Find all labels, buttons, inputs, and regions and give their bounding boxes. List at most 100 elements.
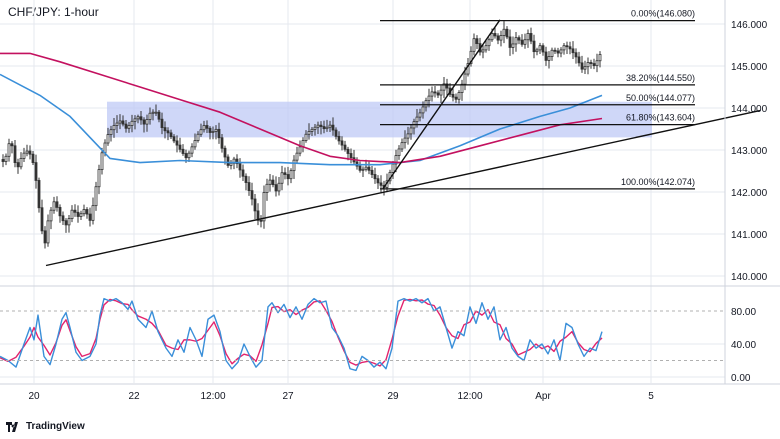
candle	[25, 144, 29, 157]
candle	[328, 120, 332, 132]
stoch-tick-label: 80.00	[731, 307, 756, 318]
candle	[274, 176, 278, 197]
candle	[409, 124, 413, 140]
candle	[595, 53, 599, 73]
candle	[508, 29, 512, 56]
candle	[226, 154, 230, 168]
candle	[142, 117, 146, 133]
candle	[532, 34, 536, 59]
candle	[322, 120, 326, 134]
candle	[202, 120, 206, 133]
candle	[526, 29, 530, 48]
candle	[265, 178, 269, 201]
time-tick-label: 12:00	[457, 391, 482, 402]
candle	[82, 204, 86, 217]
time-tick-label: 22	[128, 391, 140, 402]
candle	[121, 115, 125, 127]
candle	[172, 134, 176, 144]
candle	[271, 175, 275, 188]
candle	[298, 140, 302, 157]
candle	[400, 138, 404, 153]
candle	[247, 176, 251, 196]
candle	[37, 177, 41, 213]
fib-level-label: 61.80%(143.604)	[626, 113, 695, 123]
price-tick-label: 145.000	[731, 62, 768, 73]
time-tick-label: Apr	[535, 391, 551, 402]
candle	[418, 108, 422, 122]
candle	[553, 47, 557, 54]
candle	[91, 197, 95, 225]
candle	[325, 119, 329, 132]
tradingview-branding[interactable]: TradingView	[6, 421, 85, 432]
candle	[292, 155, 296, 179]
candle	[397, 145, 401, 160]
stoch-tick-label: 40.00	[731, 340, 756, 351]
price-tick-label: 140.000	[731, 272, 768, 283]
candle	[196, 131, 200, 143]
candle	[364, 159, 368, 172]
candle	[514, 31, 518, 52]
candle	[349, 148, 353, 164]
candle	[211, 126, 215, 140]
candle	[49, 207, 53, 230]
axes: 146.000 145.000 144.000 143.000 142.000 141.0…	[0, 0, 780, 402]
candle	[145, 114, 149, 132]
candle	[7, 138, 11, 162]
candle	[13, 139, 17, 168]
candle	[58, 204, 62, 223]
candle	[442, 77, 446, 99]
candle	[319, 121, 323, 135]
candle	[229, 160, 233, 170]
candle	[361, 166, 365, 177]
candle	[544, 46, 548, 66]
candle	[406, 126, 410, 145]
time-tick-label: 20	[28, 391, 40, 402]
candle	[340, 136, 344, 151]
candle	[568, 41, 572, 55]
candle	[73, 204, 77, 217]
candle	[343, 140, 347, 152]
time-tick-label: 5	[648, 391, 654, 402]
candle	[151, 109, 155, 121]
candle	[67, 214, 71, 233]
candle	[295, 146, 299, 164]
candle	[556, 47, 560, 58]
candle	[148, 107, 152, 125]
candle	[205, 120, 209, 134]
candle	[598, 51, 602, 68]
candle	[223, 145, 227, 165]
candle	[34, 154, 38, 189]
candle	[208, 126, 212, 140]
candle	[562, 42, 566, 55]
fib-level-label: 38.20%(144.550)	[626, 73, 695, 83]
candle	[46, 214, 50, 247]
tradingview-logo-icon	[6, 421, 18, 432]
candle	[16, 158, 20, 174]
candle	[472, 33, 476, 56]
candle	[154, 104, 158, 116]
candle	[454, 93, 458, 103]
candle	[112, 117, 116, 138]
candle	[253, 194, 257, 220]
stochastic-panel	[0, 297, 603, 372]
rising-support-trend-line	[45, 109, 761, 267]
candle	[127, 122, 131, 133]
candle	[124, 119, 128, 133]
candle	[376, 175, 380, 189]
candle	[97, 164, 101, 195]
candle	[505, 26, 509, 40]
candle	[40, 199, 44, 235]
candle	[178, 137, 182, 153]
candle	[31, 150, 35, 166]
candle	[43, 226, 47, 249]
candle	[379, 175, 383, 194]
candle	[511, 36, 515, 55]
candle	[466, 58, 470, 77]
candle	[592, 58, 596, 70]
candle	[256, 203, 260, 226]
candle	[559, 47, 563, 58]
candle	[100, 147, 104, 175]
tradingview-logo-text: TradingView	[26, 421, 85, 432]
candle	[52, 196, 56, 214]
